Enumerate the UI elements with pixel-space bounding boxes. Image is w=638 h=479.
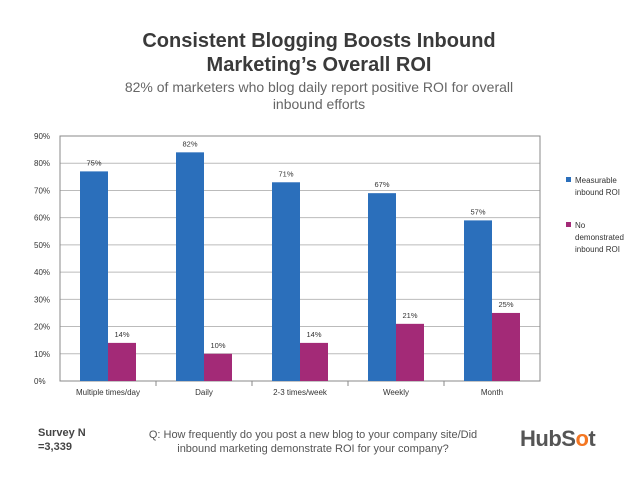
survey-question-line-2: inbound marketing demonstrate ROI for yo… (177, 443, 449, 455)
data-label: 75% (86, 158, 101, 167)
data-label: 21% (402, 311, 417, 320)
y-tick-label: 20% (34, 323, 50, 332)
bar (464, 220, 492, 381)
x-tick-label: 2-3 times/week (273, 388, 328, 397)
chart-title-line-2: Marketing’s Overall ROI (206, 54, 432, 76)
survey-size-label: Survey N (38, 427, 86, 439)
bar (272, 182, 300, 381)
data-label: 14% (114, 330, 129, 339)
bar-chart: 0% 10% 20% 30% 40% 50% 60% 70% 80% 90% Multiple ti… (34, 132, 624, 397)
data-label: 57% (470, 207, 485, 216)
x-tick-label: Multiple times/day (76, 388, 140, 397)
chart-subtitle-line-1: 82% of marketers who blog daily report p… (124, 79, 514, 95)
x-tick-label: Month (481, 388, 503, 397)
survey-size-value: =3,339 (38, 441, 72, 453)
sprocket-icon: o (575, 426, 589, 451)
data-label: 10% (210, 341, 225, 350)
y-tick-label: 70% (34, 186, 50, 195)
data-label: 14% (306, 330, 321, 339)
y-tick-label: 50% (34, 241, 50, 250)
bar (80, 171, 108, 381)
legend-label: demonstrated (575, 233, 624, 242)
y-tick-label: 10% (34, 350, 50, 359)
hubspot-logo: HubSot (520, 426, 596, 452)
y-tick-label: 40% (34, 268, 50, 277)
y-tick-label: 30% (34, 295, 50, 304)
logo-text-end: t (588, 426, 596, 451)
legend-label: No (575, 221, 586, 230)
y-tick-label: 60% (34, 214, 50, 223)
data-label: 82% (182, 139, 197, 148)
legend-label: inbound ROI (575, 245, 620, 254)
legend-swatch (566, 222, 571, 227)
bar (396, 323, 424, 381)
bar (108, 342, 136, 381)
bar (204, 353, 232, 381)
y-tick-label: 90% (34, 132, 50, 141)
data-label: 67% (374, 180, 389, 189)
bar (492, 312, 520, 381)
bar (176, 152, 204, 381)
data-label: 25% (498, 300, 513, 309)
logo-text-start: HubS (520, 426, 576, 451)
chart-subtitle-line-2: inbound efforts (272, 96, 366, 112)
legend-swatch (566, 177, 571, 182)
chart-title-line-1: Consistent Blogging Boosts Inbound (142, 30, 496, 52)
y-tick-label: 0% (34, 377, 46, 386)
data-label: 71% (278, 169, 293, 178)
legend-label: Measurable (575, 176, 617, 185)
bar (368, 193, 396, 381)
x-tick-label: Daily (195, 388, 213, 397)
survey-question-line-1: Q: How frequently do you post a new blog… (148, 429, 478, 441)
x-tick-label: Weekly (383, 388, 409, 397)
y-tick-label: 80% (34, 159, 50, 168)
legend-label: inbound ROI (575, 188, 620, 197)
bar (300, 342, 328, 381)
